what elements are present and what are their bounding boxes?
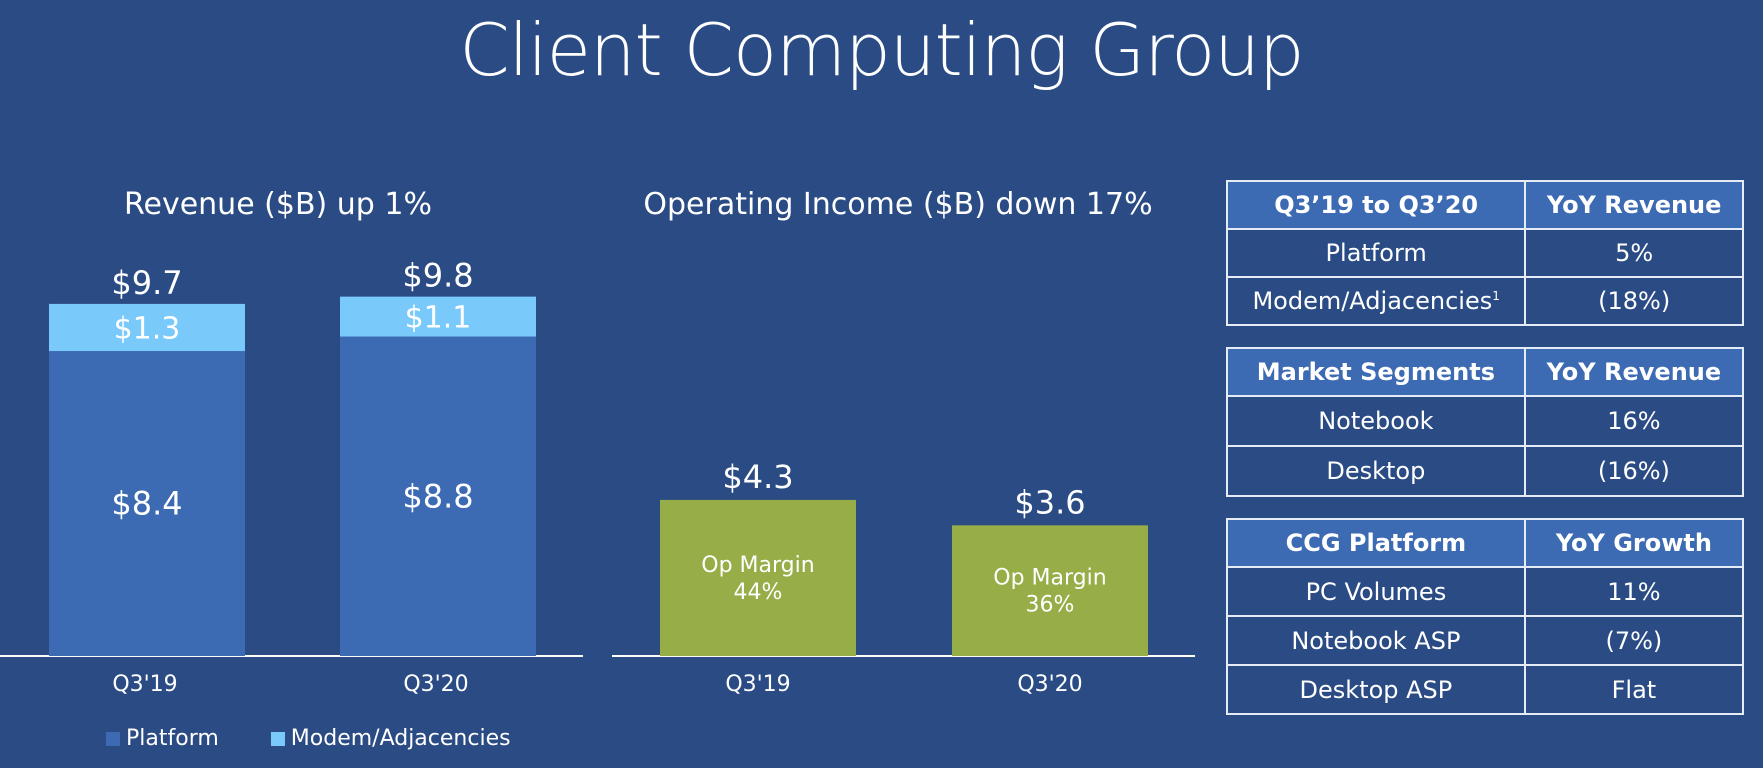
income-chart-title: Operating Income ($B) down 17% (643, 187, 1152, 222)
table-cell: (7%) (1523, 615, 1745, 666)
table-row: PC Volumes 11% (1226, 566, 1745, 617)
legend-swatch-modem (270, 731, 285, 746)
x-tick-label: Q3'19 (725, 672, 790, 697)
table-cell: Desktop ASP (1226, 664, 1526, 715)
table-cell: 11% (1523, 566, 1745, 617)
data-label-modem: $1.3 (114, 311, 181, 346)
bar-modem (49, 303, 245, 352)
table-cell: Notebook (1226, 395, 1526, 447)
data-label-op-margin: Op Margin (993, 566, 1106, 591)
bar-operating-income (660, 499, 856, 656)
data-label-total: $9.7 (111, 264, 182, 302)
yoy-revenue-table: Q3’19 to Q3’20 YoY Revenue Platform 5% M… (1225, 180, 1744, 326)
table-row: Desktop (16%) (1226, 445, 1745, 497)
data-label-total: $9.8 (402, 257, 473, 295)
table-header-cell: YoY Growth (1523, 518, 1745, 568)
footnote-marker: 1 (1492, 289, 1500, 303)
table-cell: 16% (1523, 395, 1745, 447)
bar-modem (340, 296, 536, 337)
data-label-modem: $1.1 (405, 301, 472, 336)
operating-income-chart: Operating Income ($B) down 17% $4.3 Op Ma… (612, 187, 1195, 697)
ccg-platform-table: CCG Platform YoY Growth PC Volumes 11% N… (1226, 518, 1745, 715)
revenue-chart-title: Revenue ($B) up 1% (124, 187, 432, 222)
table-header-cell: YoY Revenue (1523, 347, 1745, 397)
bar-platform (340, 336, 536, 656)
table-row: Desktop ASP Flat (1226, 664, 1745, 715)
table-cell: Modem/Adjacencies1 (1225, 276, 1527, 326)
legend-swatch-platform (106, 731, 120, 746)
revenue-legend: Platform Modem/Adjacencies (106, 726, 511, 751)
data-label-platform: $8.8 (402, 477, 473, 515)
page-title: Client Computing Group (459, 8, 1304, 92)
data-label-op-margin: Op Margin (701, 553, 814, 578)
table-cell: (16%) (1523, 445, 1745, 497)
legend-item-platform: Platform (106, 726, 219, 751)
table-header-cell: Market Segments (1226, 347, 1526, 397)
table-row: Modem/Adjacencies1 (18%) (1225, 276, 1744, 326)
bar-platform (49, 351, 245, 656)
table-header-cell: Q3’19 to Q3’20 (1225, 180, 1527, 230)
market-segments-table: Market Segments YoY Revenue Notebook 16%… (1226, 347, 1745, 497)
table-row: Notebook 16% (1226, 395, 1745, 447)
table-header-cell: CCG Platform (1226, 518, 1526, 568)
table-header-cell: YoY Revenue (1524, 180, 1744, 230)
x-tick-label: Q3'20 (1017, 672, 1082, 697)
table-header-row: Q3’19 to Q3’20 YoY Revenue (1225, 180, 1744, 230)
table-cell: PC Volumes (1226, 566, 1526, 617)
data-label-value: $4.3 (722, 458, 793, 496)
table-cell-text: Modem/Adjacencies (1252, 287, 1493, 315)
x-tick-label: Q3'19 (112, 672, 177, 697)
table-cell: (18%) (1524, 276, 1744, 326)
legend-label-platform: Platform (126, 726, 219, 751)
x-tick-label: Q3'20 (403, 672, 468, 697)
table-header-row: CCG Platform YoY Growth (1226, 518, 1745, 568)
data-label-op-margin-pct: 44% (734, 580, 783, 605)
data-label-value: $3.6 (1014, 483, 1085, 521)
data-label-op-margin-pct: 36% (1026, 593, 1075, 618)
table-cell: Flat (1523, 664, 1745, 715)
revenue-chart: Revenue ($B) up 1% $8.4 $1.3 $9.7 Q3'19 $8.8… (0, 187, 583, 697)
table-cell: Notebook ASP (1226, 615, 1526, 666)
table-cell: Platform (1225, 228, 1527, 278)
data-label-platform: $8.4 (111, 485, 182, 523)
legend-label-modem: Modem/Adjacencies (290, 726, 511, 751)
table-row: Platform 5% (1225, 228, 1744, 278)
table-cell: Desktop (1226, 445, 1526, 497)
bar-operating-income (952, 525, 1148, 656)
table-header-row: Market Segments YoY Revenue (1226, 347, 1745, 397)
legend-item-modem: Modem/Adjacencies (270, 726, 511, 751)
table-cell: 5% (1524, 228, 1744, 278)
table-row: Notebook ASP (7%) (1226, 615, 1745, 666)
